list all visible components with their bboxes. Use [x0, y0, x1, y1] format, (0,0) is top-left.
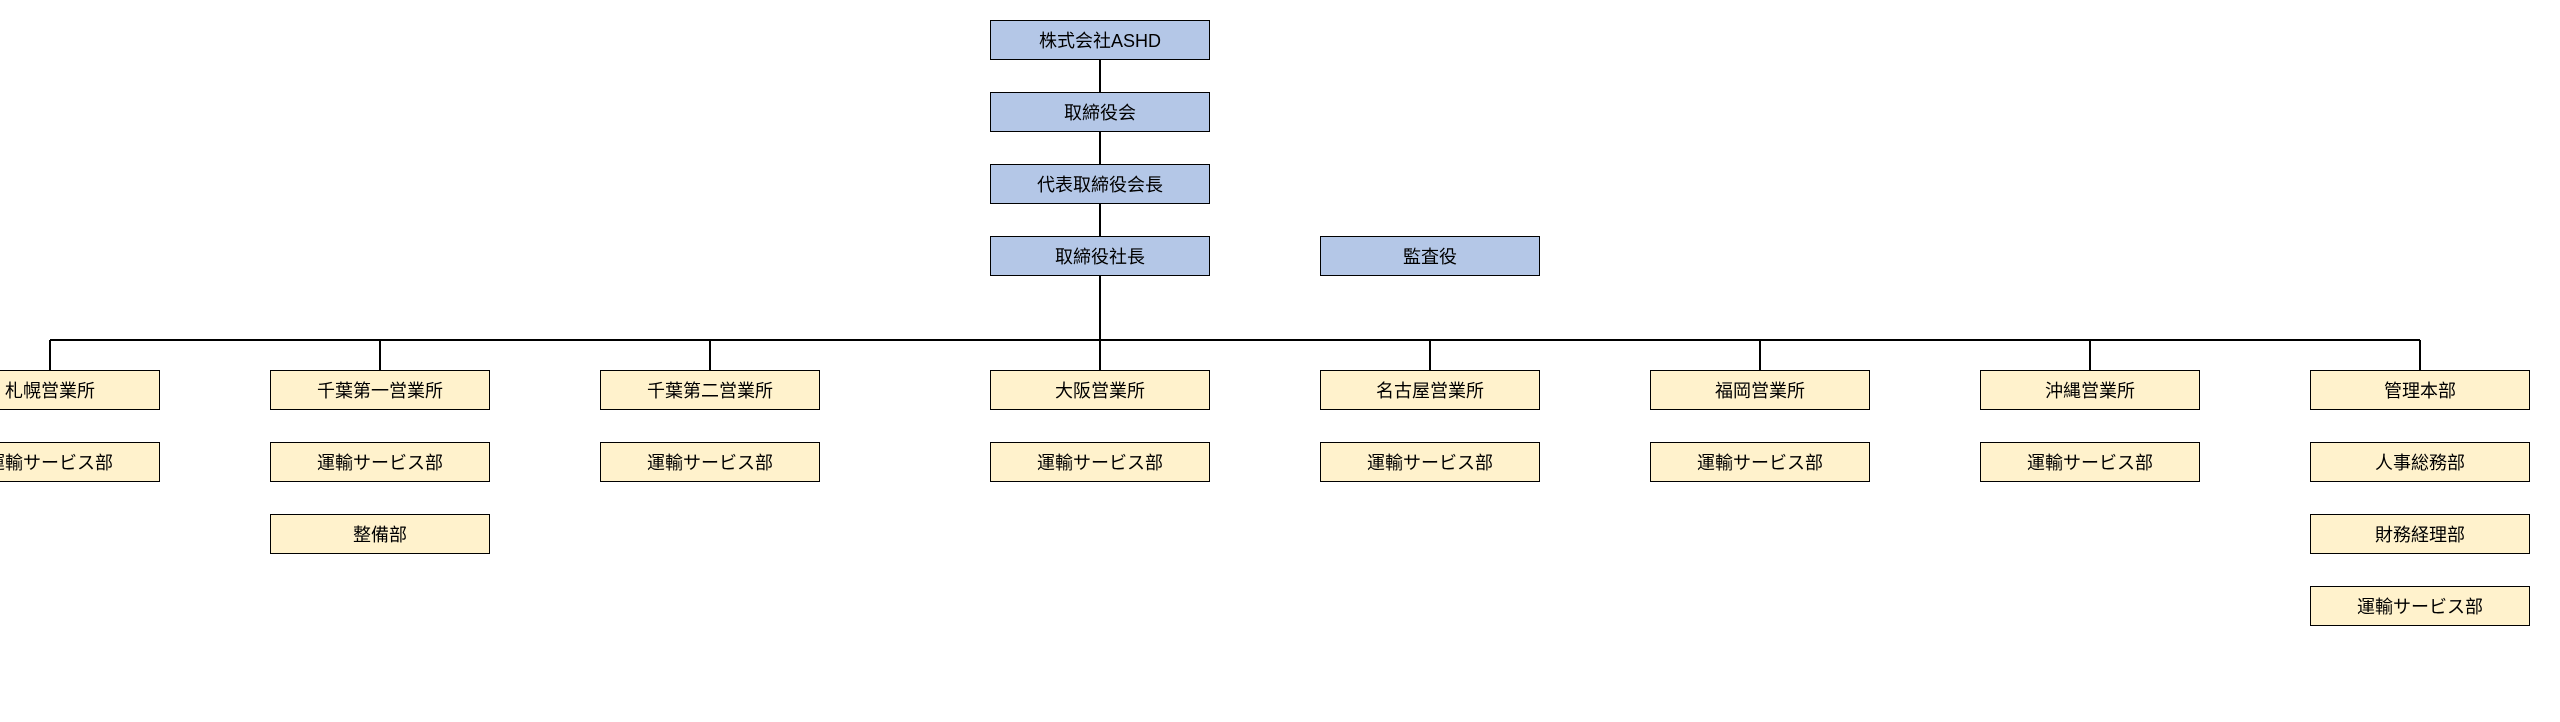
connector-layer	[0, 0, 2560, 722]
node-c1: 運輸サービス部	[270, 442, 490, 482]
node-c7a: 人事総務部	[2310, 442, 2530, 482]
node-b5: 福岡営業所	[1650, 370, 1870, 410]
node-b4: 名古屋営業所	[1320, 370, 1540, 410]
node-c0: 運輸サービス部	[0, 442, 160, 482]
node-b0: 札幌営業所	[0, 370, 160, 410]
node-c4: 運輸サービス部	[1320, 442, 1540, 482]
node-c6: 運輸サービス部	[1980, 442, 2200, 482]
node-n2: 代表取締役会長	[990, 164, 1210, 204]
node-b7: 管理本部	[2310, 370, 2530, 410]
node-n0: 株式会社ASHD	[990, 20, 1210, 60]
node-c2: 運輸サービス部	[600, 442, 820, 482]
node-c7b: 財務経理部	[2310, 514, 2530, 554]
node-c3: 運輸サービス部	[990, 442, 1210, 482]
org-chart: 株式会社ASHD 取締役会代表取締役会長取締役社長 監査役札幌営業所 千葉第一営業所 千…	[0, 0, 2560, 722]
node-c1b: 整備部	[270, 514, 490, 554]
node-c5: 運輸サービス部	[1650, 442, 1870, 482]
node-c7c: 運輸サービス部	[2310, 586, 2530, 626]
node-n1: 取締役会	[990, 92, 1210, 132]
node-b1: 千葉第一営業所	[270, 370, 490, 410]
node-b3: 大阪営業所	[990, 370, 1210, 410]
node-b2: 千葉第二営業所	[600, 370, 820, 410]
node-n3: 取締役社長	[990, 236, 1210, 276]
node-b6: 沖縄営業所	[1980, 370, 2200, 410]
node-n4: 監査役	[1320, 236, 1540, 276]
